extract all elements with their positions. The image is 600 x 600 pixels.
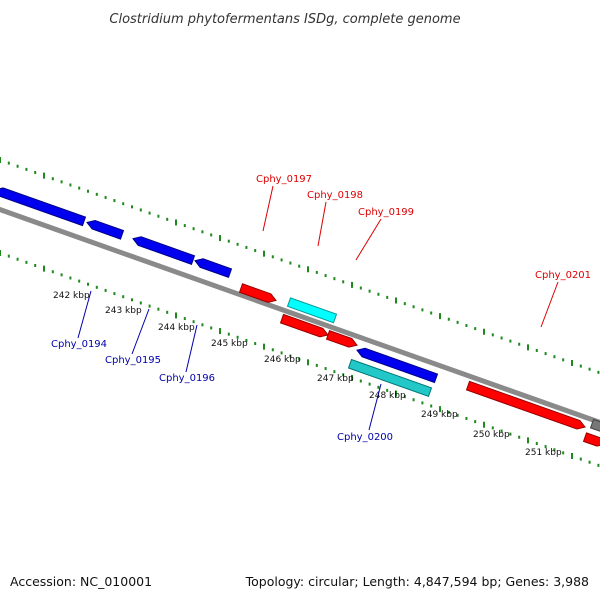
gene-features: [0, 187, 600, 447]
gene-arrow-cphy-0196: [194, 258, 233, 279]
kbp-tick-label: 245 kbp: [211, 339, 248, 349]
gene-label-cphy-0195: Cphy_0195: [105, 355, 161, 366]
gene-label-cphy-0197: Cphy_0197: [256, 174, 312, 185]
kbp-tick-label: 248 kbp: [369, 391, 406, 401]
inner-tick-ruler: [0, 250, 600, 467]
outer-tick-ruler: [0, 157, 600, 374]
map-title: Clostridium phytofermentans ISDg, comple…: [109, 12, 460, 27]
gene-label-cphy-0194: Cphy_0194: [51, 339, 107, 350]
kbp-tick-label: 247 kbp: [317, 374, 354, 384]
leader-line-cphy-0196: [185, 324, 198, 373]
kbp-tick-label: 243 kbp: [105, 306, 142, 316]
kbp-tick-label: 250 kbp: [473, 430, 510, 440]
gene-arrow-cphy-0194: [86, 219, 125, 240]
gene-arrow-cphy-0200: [347, 358, 433, 398]
leader-line-cphy-0199: [355, 218, 382, 261]
gene-label-cphy-0198: Cphy_0198: [307, 190, 363, 201]
gene-arrow-cphy-0201: [465, 380, 586, 430]
gene-arrow-cphy-0198: [286, 297, 338, 324]
leader-line-cphy-0195: [131, 308, 150, 355]
gene-arrow-unlabeled: [589, 418, 600, 432]
leader-line-cphy-0201: [540, 281, 559, 328]
genome-backbone: [0, 206, 600, 426]
accession-text: Accession: NC_010001: [10, 574, 152, 589]
gene-label-cphy-0201: Cphy_0201: [535, 270, 591, 281]
kbp-tick-label: 251 kbp: [525, 448, 562, 458]
kbp-labels: 242 kbp 243 kbp 244 kbp 245 kbp 246 kbp 247 k…: [53, 291, 562, 458]
gene-arrow-unlabeled: [582, 432, 600, 447]
gene-arrow-unlabeled: [0, 187, 87, 227]
gene-label-cphy-0200: Cphy_0200: [337, 432, 393, 443]
gene-arrow-cphy-0199: [279, 313, 329, 338]
kbp-tick-label: 244 kbp: [158, 323, 195, 333]
gene-label-cphy-0199: Cphy_0199: [358, 207, 414, 218]
kbp-tick-label: 249 kbp: [421, 410, 458, 420]
kbp-tick-label: 242 kbp: [53, 291, 90, 301]
leader-line-cphy-0194: [77, 290, 92, 339]
kbp-tick-label: 246 kbp: [264, 355, 301, 365]
gene-labels: Cphy_0194 Cphy_0195 Cphy_0196 Cphy_0197 Cphy…: [51, 174, 591, 443]
gene-arrow-cphy-0195: [132, 236, 196, 265]
genome-summary-text: Topology: circular; Length: 4,847,594 bp…: [245, 574, 589, 589]
gene-label-cphy-0196: Cphy_0196: [159, 373, 215, 384]
gene-arrow-cphy-0199: [356, 347, 439, 384]
leader-line-cphy-0197: [262, 185, 274, 232]
gene-arrow-cphy-0199: [325, 330, 358, 348]
gene-arrow-cphy-0197: [238, 283, 277, 303]
leader-line-cphy-0200: [368, 383, 382, 431]
leader-line-cphy-0198: [317, 201, 327, 247]
